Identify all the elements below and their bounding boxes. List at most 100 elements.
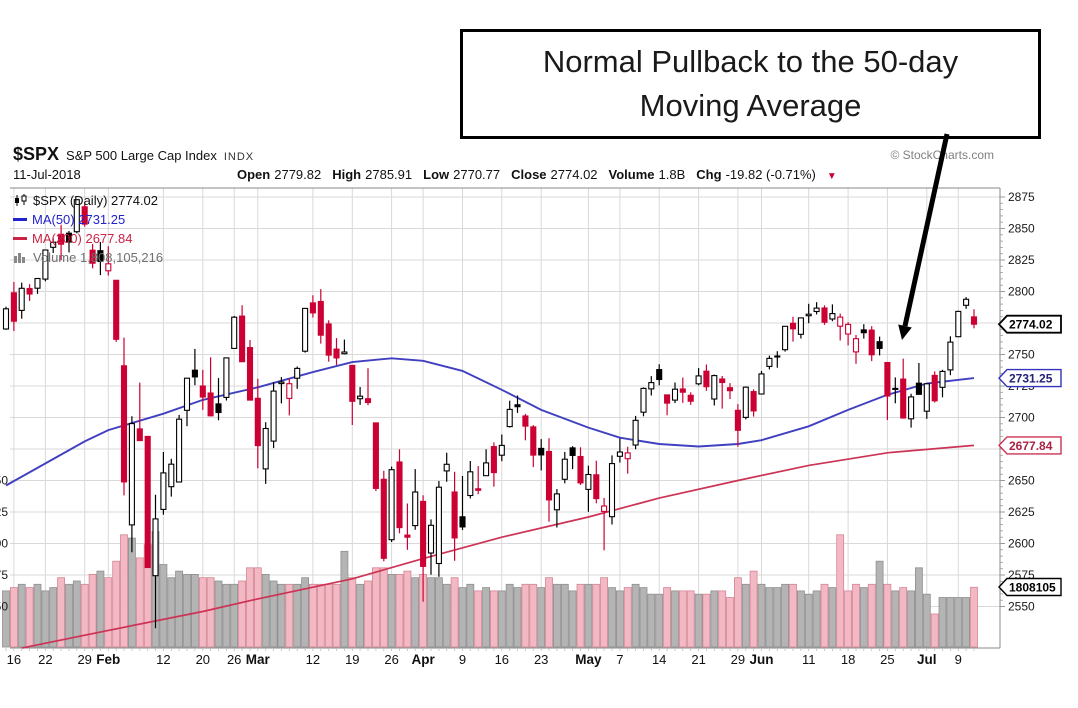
x-axis-label: 19 xyxy=(345,652,359,667)
volume-bar xyxy=(403,570,412,648)
legend-row-ma50: MA(50) 2731.25 xyxy=(13,210,163,229)
volume-bar xyxy=(65,583,73,648)
candle xyxy=(451,471,458,561)
ohlc-fields: Open 2779.82 High 2785.91 Low 2770.77 Close 277… xyxy=(237,167,827,182)
candle xyxy=(396,449,403,534)
volume-bar xyxy=(2,590,10,648)
candle xyxy=(931,371,938,403)
candle xyxy=(703,364,710,391)
volume-bar xyxy=(261,574,270,648)
volume-bar xyxy=(718,590,727,648)
candle xyxy=(357,387,364,405)
stockcharts-copyright: © StockCharts.com xyxy=(890,148,994,162)
volume-bar xyxy=(568,590,577,648)
candle xyxy=(380,470,387,562)
x-axis-label: 12 xyxy=(306,652,320,667)
candle xyxy=(852,335,860,364)
annotation-line1: Normal Pullback to the 50-day xyxy=(542,44,959,79)
volume-bar xyxy=(332,583,341,648)
volume-bar xyxy=(238,580,247,648)
candle xyxy=(506,400,513,428)
ohlc-field-chg: Chg -19.82 (-0.71%) xyxy=(696,167,816,182)
candle xyxy=(427,519,435,575)
volume-bar xyxy=(710,590,719,648)
volume-bar xyxy=(175,570,184,648)
volume-bar xyxy=(183,574,191,648)
volume-bar xyxy=(88,574,97,648)
volume-bar xyxy=(647,593,656,648)
ma200-line xyxy=(21,444,975,649)
y-axis-label: 2875 xyxy=(1008,190,1035,204)
volume-bar xyxy=(482,587,491,648)
legend-volume-label: Volume 1,808,105,216 xyxy=(33,250,164,265)
candle xyxy=(498,434,505,462)
volume-bar xyxy=(592,583,601,648)
volume-bar xyxy=(80,583,89,648)
x-axis-label: 25 xyxy=(880,652,894,667)
volume-bar xyxy=(17,583,26,648)
svg-text:2774.02: 2774.02 xyxy=(1009,318,1053,332)
volume-bar xyxy=(844,590,852,648)
candle xyxy=(168,458,175,497)
volume-bar xyxy=(277,583,286,648)
x-axis-label: Jun xyxy=(749,652,773,667)
candle xyxy=(81,202,88,227)
candle xyxy=(671,382,679,404)
candle xyxy=(522,413,529,441)
candle xyxy=(388,466,395,542)
candle xyxy=(884,361,891,420)
price-callout: 2731.25 xyxy=(998,368,1062,388)
volume-bar xyxy=(891,590,900,648)
candle xyxy=(585,465,592,512)
volume-bar xyxy=(340,550,349,648)
candle xyxy=(18,282,25,319)
exchange-label: INDX xyxy=(223,151,255,163)
candle xyxy=(459,476,466,530)
candle xyxy=(545,438,553,522)
candle xyxy=(892,377,899,404)
chart-date: 11-Jul-2018 xyxy=(13,167,81,182)
candle xyxy=(734,404,741,447)
volume-bar xyxy=(466,583,475,648)
candle xyxy=(970,309,978,329)
candle xyxy=(302,307,309,353)
candle xyxy=(223,357,230,401)
price-callout: 2677.84 xyxy=(998,436,1062,455)
candle xyxy=(231,315,238,349)
candle xyxy=(821,305,828,325)
volume-bar xyxy=(41,590,50,648)
volume-bar xyxy=(655,593,664,648)
candle xyxy=(364,368,372,406)
volume-bar xyxy=(804,593,813,648)
x-axis-label: 23 xyxy=(534,652,548,667)
volume-bar xyxy=(497,590,506,648)
volume-bar xyxy=(797,590,805,648)
candle xyxy=(89,243,96,269)
volume-bar xyxy=(316,583,325,648)
volume-bar xyxy=(529,583,538,648)
candle xyxy=(616,438,623,463)
candle xyxy=(152,494,159,629)
candle xyxy=(341,339,348,355)
candle xyxy=(640,387,647,417)
left-axis-partial-labels: 2650 2625 2600 2575 2550 xyxy=(0,474,8,614)
ohlc-field-volume: Volume 1.8B xyxy=(608,167,686,182)
annotation-line2: Moving Average xyxy=(639,88,862,123)
left-axis-label: 2600 xyxy=(0,537,8,551)
volume-bar xyxy=(371,567,380,648)
candle xyxy=(58,224,65,261)
candle xyxy=(837,313,844,341)
x-axis-labels: 16 22 29 Feb 12 20 26 Mar 12 19 26 Apr 9 16 23 May 7 14 21… xyxy=(7,652,962,667)
candle xyxy=(939,369,946,398)
candle xyxy=(199,369,206,410)
ticker-symbol: $SPX xyxy=(13,144,60,164)
x-axis-label: Mar xyxy=(246,652,271,667)
candle xyxy=(514,395,521,413)
candle xyxy=(774,351,781,368)
candle xyxy=(947,336,954,376)
y-axis-label: 2550 xyxy=(1008,600,1035,614)
candle xyxy=(845,322,852,346)
candle xyxy=(239,305,246,363)
candle xyxy=(278,377,285,404)
